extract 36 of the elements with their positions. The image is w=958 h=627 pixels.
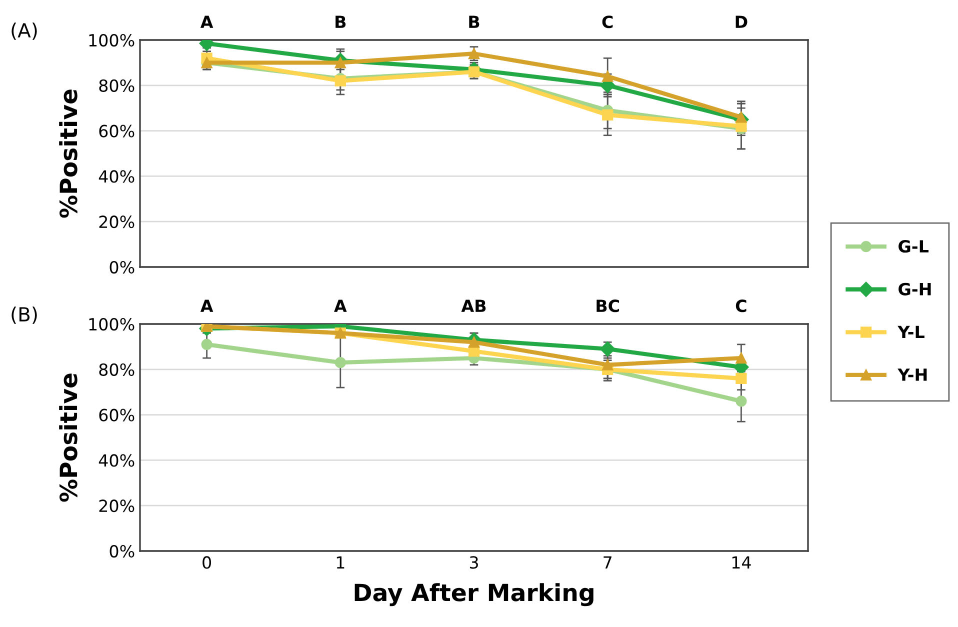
y-tick-label: 40% bbox=[98, 454, 134, 467]
legend-label: Y-L bbox=[898, 326, 924, 338]
text: D bbox=[736, 16, 748, 28]
y-tick-label: 20% bbox=[99, 216, 134, 228]
y-tick-label: 20% bbox=[99, 500, 134, 512]
y-tick-label: 40% bbox=[98, 170, 134, 183]
y-tick-label: 60% bbox=[99, 408, 134, 422]
x-tick-label: 3 bbox=[470, 556, 478, 569]
text: AB bbox=[461, 300, 486, 312]
y-tick-label: 80% bbox=[99, 79, 134, 92]
text: A bbox=[334, 300, 347, 312]
x-tick-label: 0 bbox=[202, 556, 211, 569]
text: A bbox=[200, 300, 214, 312]
text: C bbox=[736, 300, 746, 312]
text: BC bbox=[596, 300, 620, 312]
y-tick-label: 100% bbox=[89, 34, 134, 47]
text: C bbox=[602, 16, 613, 28]
legend-label: G-H bbox=[898, 282, 931, 296]
y-tick-label: 0% bbox=[110, 260, 134, 274]
text: A bbox=[200, 16, 214, 28]
x-axis-title: Day After Marking bbox=[354, 583, 594, 606]
y-tick-label: 80% bbox=[99, 363, 134, 376]
y-axis-title: %Positive bbox=[59, 90, 78, 218]
text: B bbox=[469, 16, 480, 28]
chart-title: (A) bbox=[12, 22, 37, 40]
y-axis-title: %Positive bbox=[59, 374, 78, 502]
legend-label: Y-H bbox=[898, 368, 927, 381]
legend-label: G-L bbox=[898, 240, 928, 253]
x-tick-label: 1 bbox=[336, 556, 344, 569]
y-tick-label: 0% bbox=[110, 544, 134, 558]
y-tick-label: 100% bbox=[89, 318, 134, 331]
y-tick-label: 60% bbox=[99, 124, 134, 138]
x-tick-label: 14 bbox=[732, 556, 751, 569]
chart-title: (B) bbox=[12, 306, 37, 324]
x-tick-label: 7 bbox=[604, 556, 612, 569]
text: B bbox=[336, 16, 346, 28]
